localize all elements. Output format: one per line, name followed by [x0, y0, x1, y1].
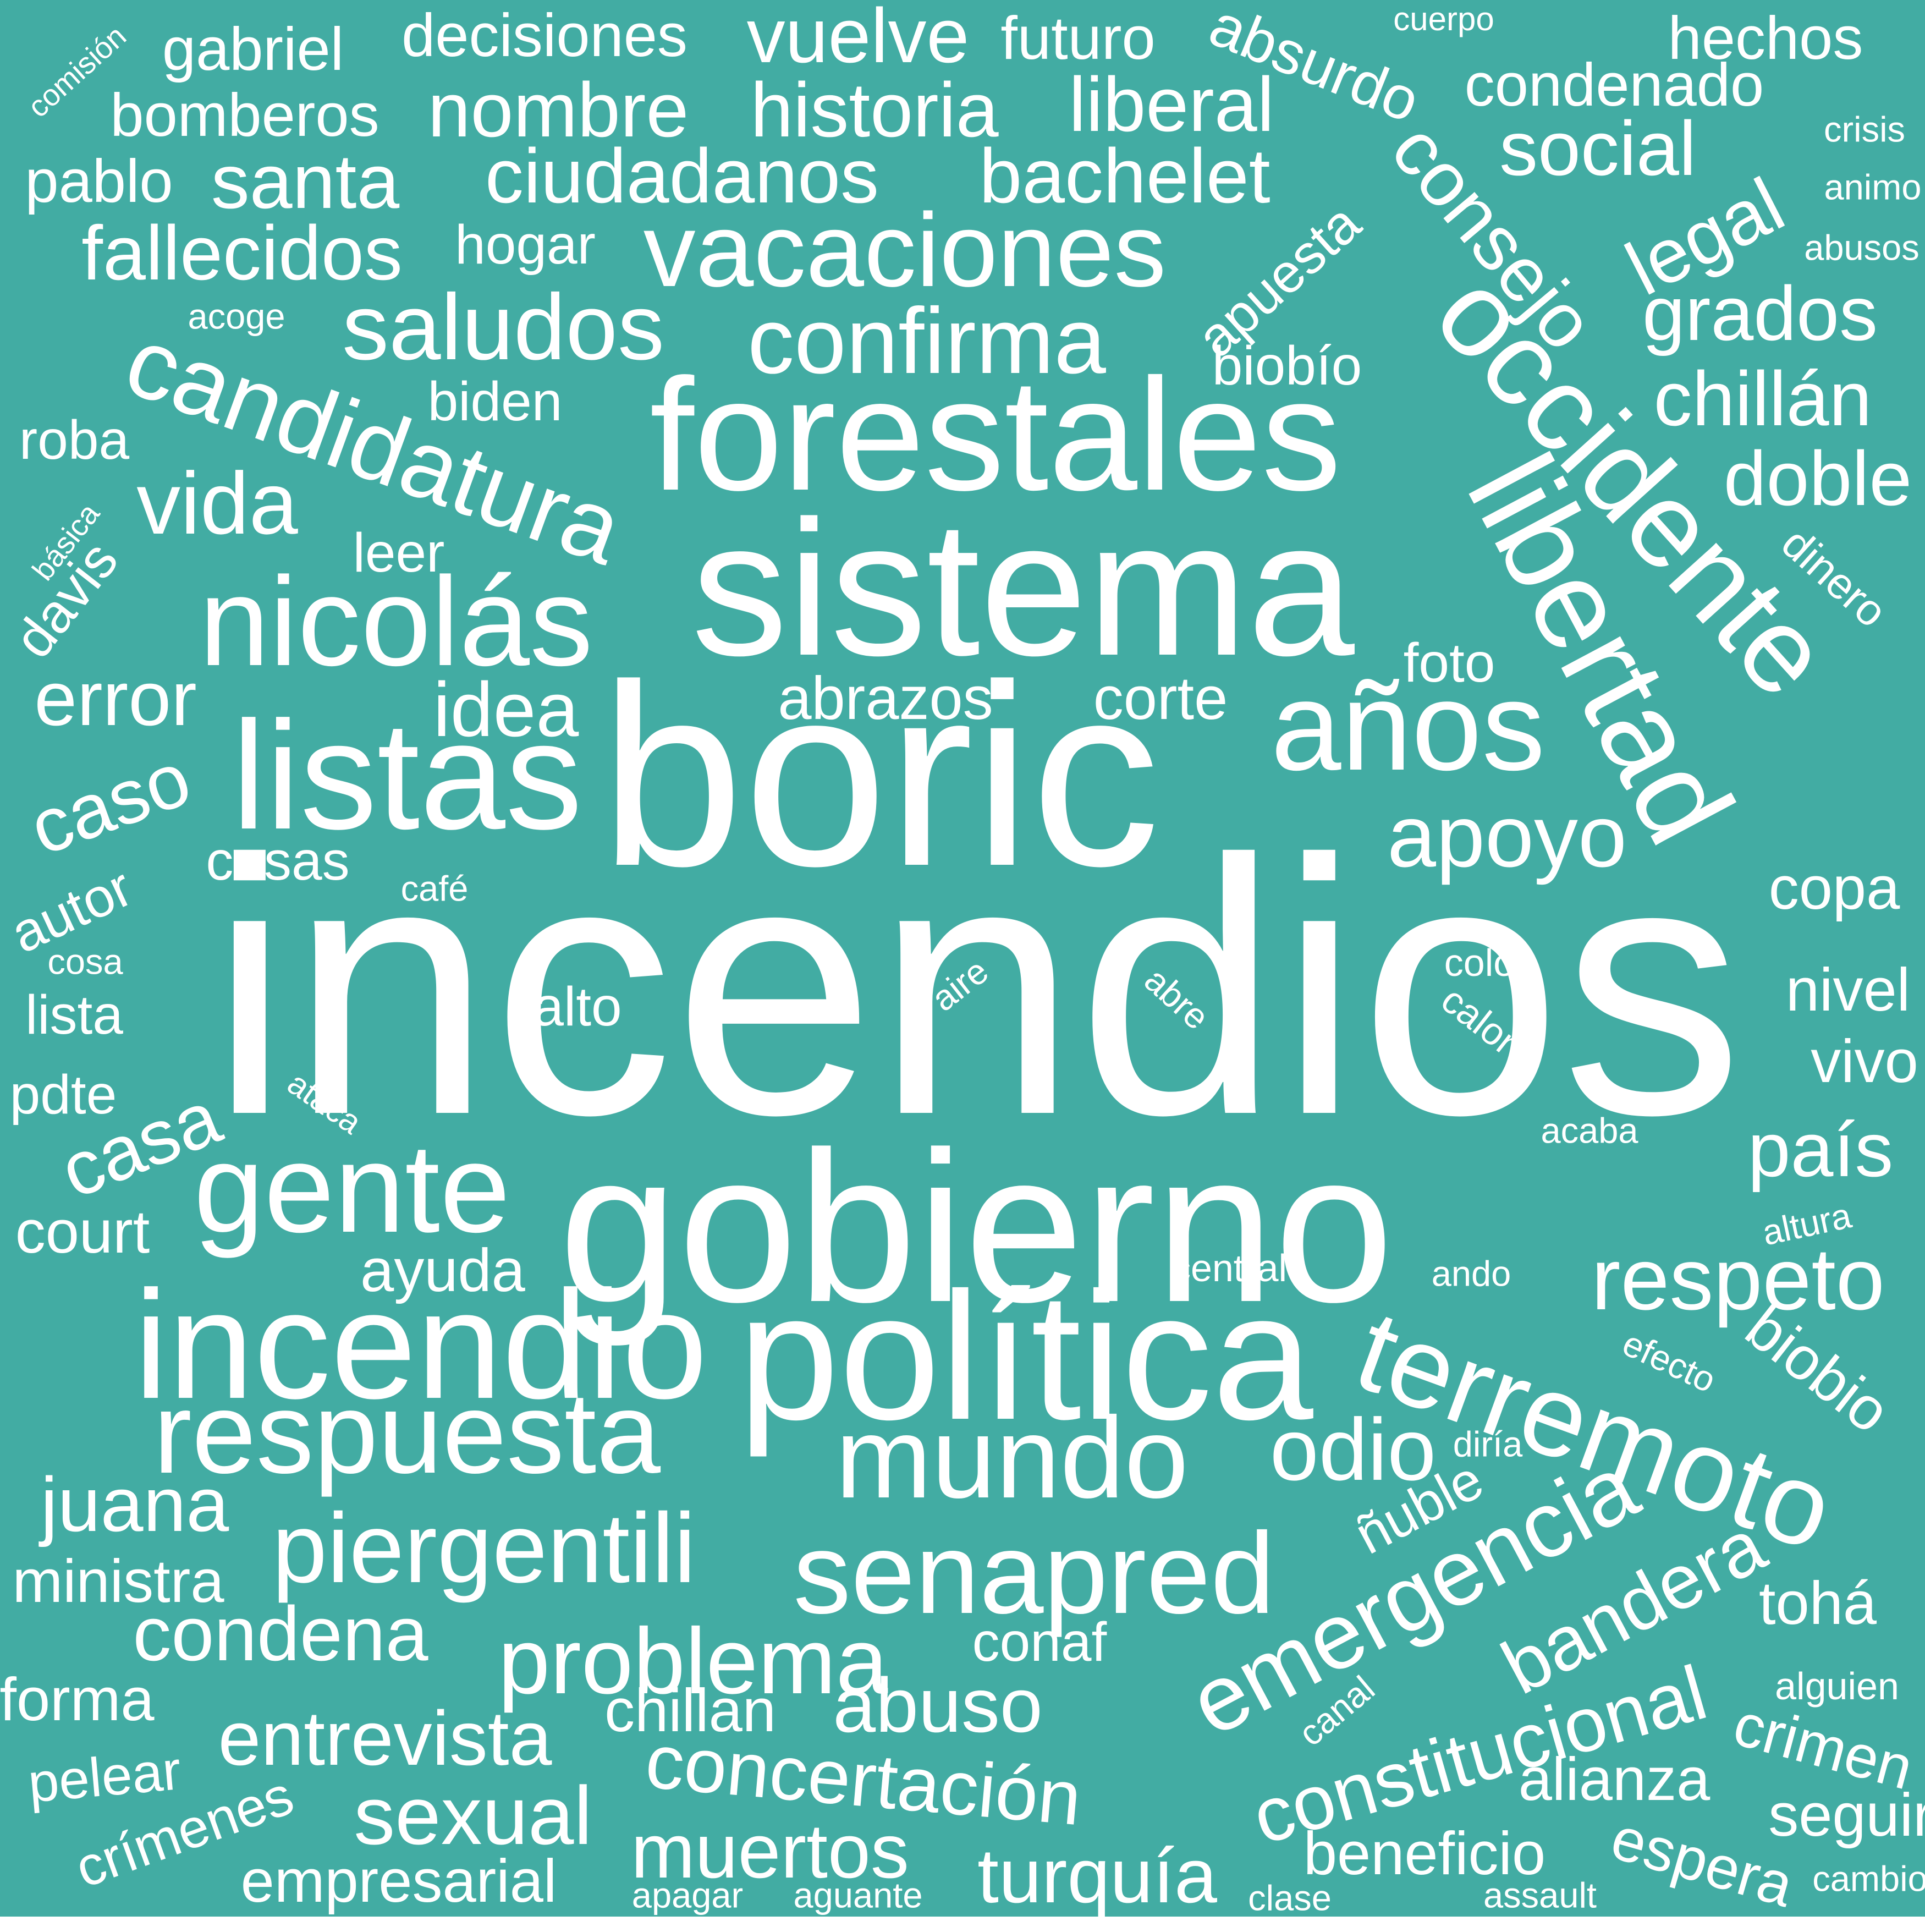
- word-apoyo: apoyo: [1387, 787, 1627, 885]
- word-mundo: mundo: [835, 1393, 1189, 1522]
- word-alguien: alguien: [1775, 1665, 1899, 1708]
- word-boric: boric: [600, 631, 1160, 920]
- word-senapred: senapred: [793, 1508, 1275, 1638]
- word-odio: odio: [1269, 1400, 1437, 1499]
- word-vuelve: vuelve: [746, 0, 970, 79]
- word-acaba: acaba: [1541, 1110, 1638, 1151]
- word-decisiones: decisiones: [402, 2, 688, 69]
- word-beneficio: beneficio: [1303, 1820, 1546, 1887]
- word-clase: clase: [1248, 1878, 1332, 1917]
- word-sistema: sistema: [691, 481, 1355, 696]
- word-hechos: hechos: [1668, 4, 1863, 72]
- word-respuesta: respuesta: [153, 1368, 661, 1497]
- word-bomberos: bomberos: [110, 81, 380, 149]
- word-entrevista: entrevista: [218, 1695, 552, 1781]
- word-pais: país: [1747, 1106, 1894, 1193]
- word-acoge: acoge: [188, 296, 285, 337]
- word-respeto: respeto: [1591, 1230, 1885, 1328]
- word-confirma: confirma: [747, 289, 1106, 393]
- word-animo: animo: [1824, 167, 1922, 207]
- word-idea: idea: [433, 666, 579, 753]
- word-juana: juana: [40, 1461, 229, 1547]
- word-social: social: [1499, 105, 1696, 191]
- word-muertos: muertos: [631, 1808, 909, 1894]
- word-politica: política: [738, 1254, 1313, 1457]
- word-vida: vida: [136, 454, 298, 552]
- word-pelear: pelear: [25, 1739, 184, 1814]
- word-saludos: saludos: [342, 275, 664, 380]
- word-problema: problema: [498, 1609, 888, 1714]
- word-forma: forma: [0, 1666, 155, 1733]
- word-listas: listas: [232, 690, 582, 861]
- word-leer: leer: [353, 522, 445, 584]
- word-apagar: apagar: [631, 1875, 744, 1915]
- word-caso: caso: [19, 734, 201, 871]
- word-santa: santa: [211, 138, 400, 224]
- word-cafe: café: [400, 868, 469, 909]
- word-incendio: incendio: [134, 1259, 708, 1431]
- word-error: error: [34, 655, 197, 742]
- word-grados: grados: [1642, 270, 1878, 356]
- word-alto: alto: [533, 976, 622, 1038]
- word-chillan-2: chillan: [604, 1677, 776, 1744]
- word-gabriel: gabriel: [162, 15, 344, 83]
- word-toha: tohá: [1758, 1569, 1877, 1637]
- word-conaf: conaf: [972, 1611, 1107, 1673]
- word-colo: colo: [1444, 941, 1515, 984]
- word-cuerpo: cuerpo: [1393, 1, 1494, 37]
- word-fallecidos: fallecidos: [81, 210, 403, 296]
- word-abusos: abusos: [1804, 227, 1920, 268]
- word-seguir: seguir: [1768, 1781, 1925, 1849]
- word-futuro: futuro: [1000, 4, 1156, 72]
- word-cambio: cambio: [1812, 1858, 1925, 1899]
- word-pablo: pablo: [25, 147, 173, 215]
- word-liberal: liberal: [1069, 61, 1274, 147]
- word-roba: roba: [19, 409, 130, 471]
- word-condenado: condenado: [1464, 51, 1764, 119]
- word-vivo: vivo: [1811, 1028, 1918, 1095]
- word-gente: gente: [194, 1117, 510, 1259]
- word-incendios: incendios: [209, 784, 1744, 1190]
- word-abrazos: abrazos: [778, 665, 993, 732]
- word-ayuda: ayuda: [360, 1237, 525, 1304]
- word-copa: copa: [1768, 854, 1900, 922]
- word-turquia: turquía: [977, 1832, 1217, 1917]
- word-aguante: aguante: [793, 1875, 923, 1915]
- word-biobio-2: biobío: [1212, 335, 1362, 397]
- word-historia: historia: [750, 67, 999, 153]
- word-sexual: sexual: [354, 1769, 592, 1862]
- word-nicolas: nicolás: [199, 551, 593, 692]
- word-hogar: hogar: [455, 214, 596, 276]
- word-foto: foto: [1403, 632, 1495, 694]
- word-forestales: forestales: [650, 345, 1341, 524]
- word-central: central: [1171, 1247, 1288, 1289]
- word-condena: condena: [133, 1590, 428, 1677]
- word-doble: doble: [1723, 435, 1912, 522]
- word-bachelet: bachelet: [979, 133, 1270, 219]
- word-empresarial: empresarial: [240, 1847, 557, 1915]
- word-nombre: nombre: [427, 67, 689, 153]
- word-cosa: cosa: [47, 941, 123, 982]
- word-biden: biden: [427, 371, 563, 432]
- word-court: court: [15, 1198, 150, 1266]
- word-vacaciones: vacaciones: [643, 192, 1167, 309]
- word-lista: lista: [25, 984, 123, 1046]
- word-ciudadanos: ciudadanos: [485, 133, 879, 219]
- word-abuso: abuso: [833, 1662, 1043, 1748]
- word-pdte: pdte: [9, 1064, 117, 1126]
- word-diria: diría: [1453, 1424, 1523, 1464]
- word-piergentili: piergentili: [272, 1493, 696, 1604]
- word-ministra: ministra: [12, 1547, 224, 1615]
- word-ando: ando: [1431, 1253, 1511, 1294]
- word-anos: años: [1270, 655, 1546, 797]
- word-assault: assault: [1483, 1875, 1597, 1915]
- word-crisis: crisis: [1823, 109, 1906, 150]
- word-gobierno: gobierno: [559, 1107, 1394, 1347]
- word-chillan: chillán: [1653, 355, 1872, 442]
- word-alianza: alianza: [1518, 1746, 1711, 1813]
- word-casas: casas: [206, 830, 350, 892]
- word-nivel: nivel: [1785, 956, 1911, 1024]
- word-corte: corte: [1093, 665, 1228, 732]
